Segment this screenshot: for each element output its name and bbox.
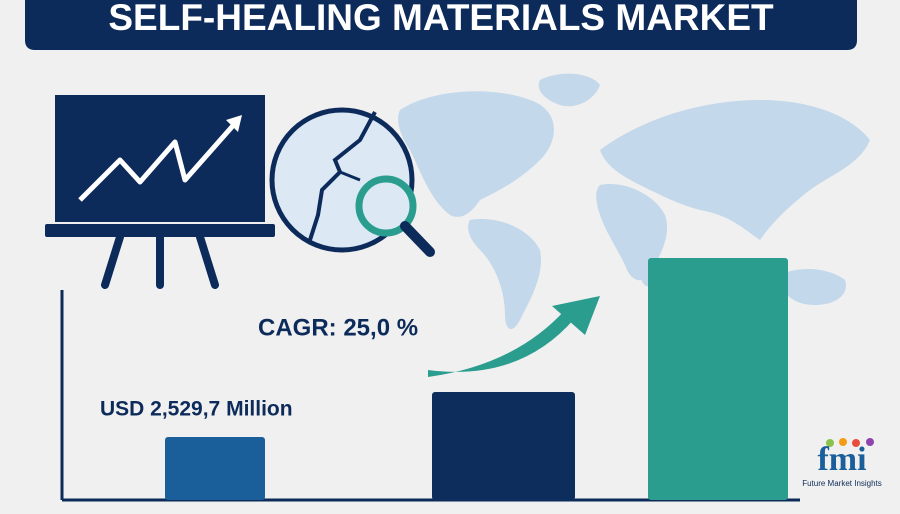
cagr-label: CAGR: 25,0 % (258, 314, 418, 341)
title: SELF-HEALING MATERIALS MARKET (108, 0, 774, 38)
title-banner (25, 0, 857, 50)
crack-magnifier-icon (269, 107, 435, 257)
easel-icon (45, 95, 275, 289)
bar (432, 392, 575, 500)
logo-mark: fmi (817, 441, 866, 478)
world-map (398, 73, 870, 330)
logo-name: Future Market Insights (802, 479, 882, 488)
market-value-label: USD 2,529,7 Million (100, 398, 293, 421)
growth-arrow (428, 296, 600, 377)
bar (165, 437, 265, 500)
bar (648, 258, 788, 500)
logo: fmi Future Market Insights (802, 438, 882, 488)
